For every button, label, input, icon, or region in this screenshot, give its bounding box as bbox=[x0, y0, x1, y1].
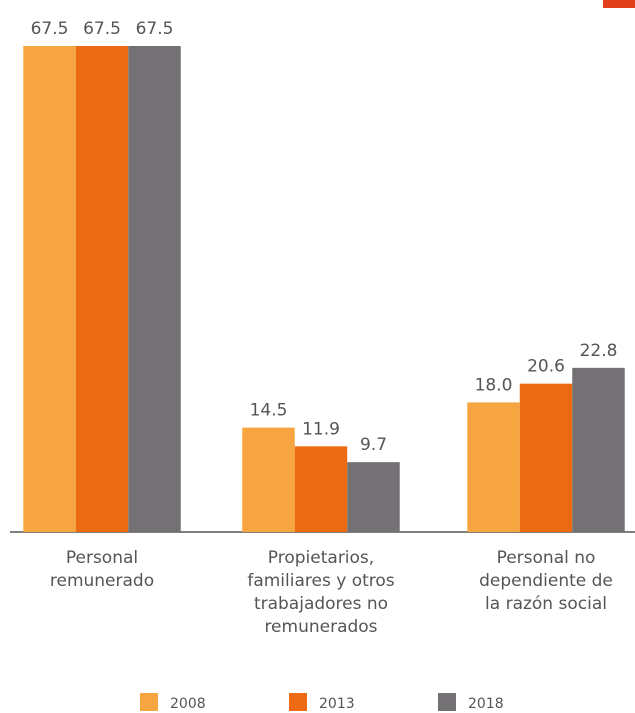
bar bbox=[347, 462, 400, 532]
bar bbox=[467, 402, 520, 532]
legend-swatch bbox=[140, 693, 158, 711]
x-tick-label: trabajadores no bbox=[254, 594, 388, 614]
legend-label: 2013 bbox=[319, 696, 355, 712]
bar bbox=[23, 46, 76, 532]
value-label: 18.0 bbox=[475, 375, 513, 395]
x-tick-label: remunerados bbox=[264, 617, 377, 637]
bar bbox=[294, 446, 348, 532]
x-tick-label: dependiente de bbox=[479, 571, 613, 591]
legend-swatch bbox=[438, 693, 456, 711]
legend-label: 2008 bbox=[170, 696, 206, 712]
x-tick-label: Personal bbox=[66, 548, 138, 568]
x-tick-label: familiares y otros bbox=[247, 571, 394, 591]
corner-accent bbox=[603, 0, 635, 8]
x-tick-label: la razón social bbox=[485, 594, 607, 614]
value-label: 9.7 bbox=[360, 435, 387, 455]
legend-label: 2018 bbox=[468, 696, 504, 712]
x-tick-label: Personal no bbox=[497, 548, 596, 568]
legend-swatch bbox=[289, 693, 307, 711]
value-label: 67.5 bbox=[136, 19, 174, 39]
bar bbox=[128, 46, 181, 532]
value-label: 67.5 bbox=[31, 19, 69, 39]
value-label: 11.9 bbox=[302, 419, 340, 439]
bar bbox=[572, 367, 625, 532]
x-tick-label: remunerado bbox=[50, 571, 154, 591]
x-tick-label: Propietarios, bbox=[268, 548, 374, 568]
bar bbox=[75, 46, 129, 532]
value-label: 20.6 bbox=[527, 357, 565, 377]
value-label: 22.8 bbox=[580, 341, 618, 361]
value-label: 67.5 bbox=[83, 19, 121, 39]
bar bbox=[242, 427, 295, 532]
bar bbox=[519, 383, 573, 532]
value-label: 14.5 bbox=[250, 401, 288, 421]
